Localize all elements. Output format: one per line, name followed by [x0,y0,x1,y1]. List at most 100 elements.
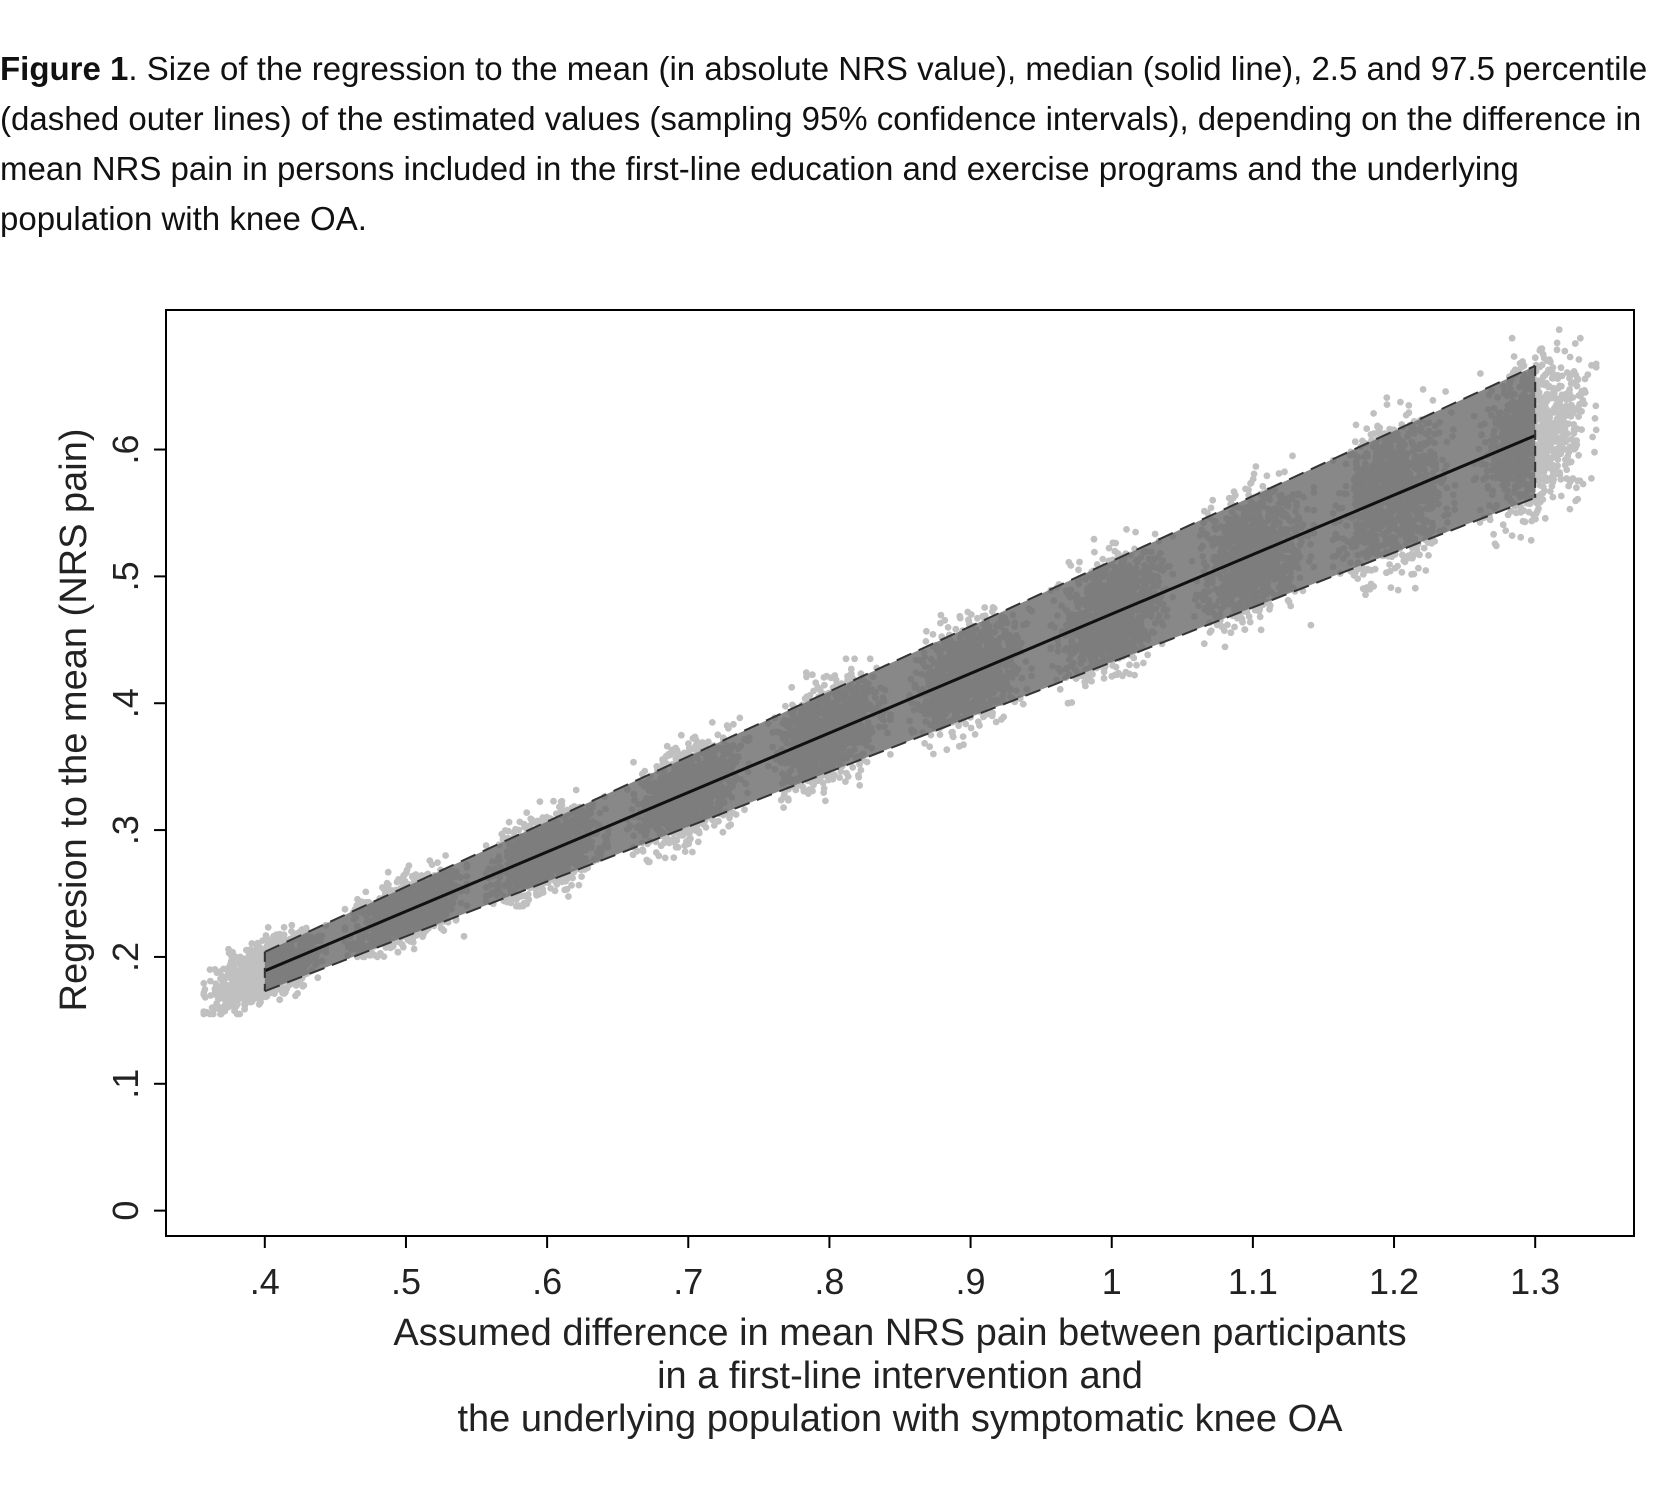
scatter-point [959,733,967,740]
scatter-point [822,797,829,805]
scatter-point [380,953,388,960]
scatter-point [288,921,296,929]
scatter-point [239,982,247,990]
scatter-point [442,852,449,859]
scatter-point [236,1010,244,1018]
scatter-point [207,977,214,985]
scatter-point [292,992,299,1000]
scatter-point [702,824,710,831]
scatter-point [200,991,208,999]
scatter-point [849,763,857,771]
scatter-point [362,888,370,896]
scatter-point [249,996,257,1004]
scatter-point [814,777,822,785]
scatter-point [689,735,697,742]
scatter-point [216,983,223,990]
scatter-point [785,796,792,804]
scatter-point [229,983,237,991]
scatter-point [255,949,263,957]
scatter-point [523,809,531,816]
scatter-point [383,879,391,887]
scatter-point [505,818,513,826]
scatter-point [234,1000,241,1008]
scatter-point [302,926,310,934]
scatter-point [639,846,646,853]
scatter-point [730,720,737,728]
scatter-point [812,679,820,687]
scatter-point [843,769,850,777]
scatter-point [206,966,214,973]
scatter-point [823,672,830,680]
scatter-point [227,957,235,965]
scatter-point [674,843,682,851]
scatter-point [836,774,844,781]
scatter-point [646,858,653,866]
scatter-point [231,1006,238,1014]
scatter-point [341,905,349,913]
scatter-point [371,952,379,959]
scatter-point [274,936,282,944]
scatter-point [516,818,524,826]
scatter-point [528,816,536,824]
scatter-point [398,878,406,886]
scatter-point [553,881,561,888]
scatter-point [782,702,789,710]
scatter-point [659,756,666,763]
scatter-point [563,875,571,883]
scatter-point [255,995,262,1002]
scatter-point [681,848,689,855]
scatter-point [866,655,874,663]
scatter-point [936,731,944,738]
scatter-point [685,740,692,747]
scatter-point [213,969,221,977]
scatter-point [732,811,740,818]
scatter-point [246,946,254,953]
scatter-point [694,838,702,846]
scatter-point [923,627,930,635]
scatter-point [207,992,215,999]
scatter-point [788,683,796,691]
scatter-point [780,793,787,801]
scatter-point [949,732,957,740]
scatter-point [524,891,532,898]
scatter-point [681,749,688,757]
scatter-point [992,718,1000,726]
scatter-point [396,939,404,946]
scatter-point [847,665,855,673]
scatter-point [280,923,288,931]
scatter-point [482,842,490,849]
scatter-point [234,968,242,976]
scatter-point [971,731,979,738]
scatter-point [555,803,563,811]
scatter-point [255,1001,263,1008]
scatter-point [201,986,209,993]
scatter-point [565,893,572,900]
scatter-point [228,952,236,960]
scatter-point [686,830,693,837]
figure-label: Figure 1 [0,50,129,87]
scatter-point [569,874,576,882]
scatter-point [680,829,688,837]
scatter-point [297,980,305,988]
scatter-point [218,973,226,980]
scatter-point [505,827,512,835]
scatter-point [245,984,252,992]
scatter-point [715,817,722,825]
scatter-point [962,720,970,728]
scatter-point [837,768,845,775]
scatter-point [394,948,402,956]
scatter-point [670,748,678,756]
scatter-point [803,673,810,681]
scatter-point [276,996,284,1004]
scatter-point [460,932,468,940]
scatter-point [251,985,259,993]
scatter-point [264,924,272,931]
scatter-point [708,719,716,726]
scatter-point [233,987,241,995]
scatter-point [851,655,858,663]
scatter-point [981,604,989,611]
scatter-point [256,962,263,970]
scatter-point [438,925,446,933]
scatter-point [943,746,951,754]
